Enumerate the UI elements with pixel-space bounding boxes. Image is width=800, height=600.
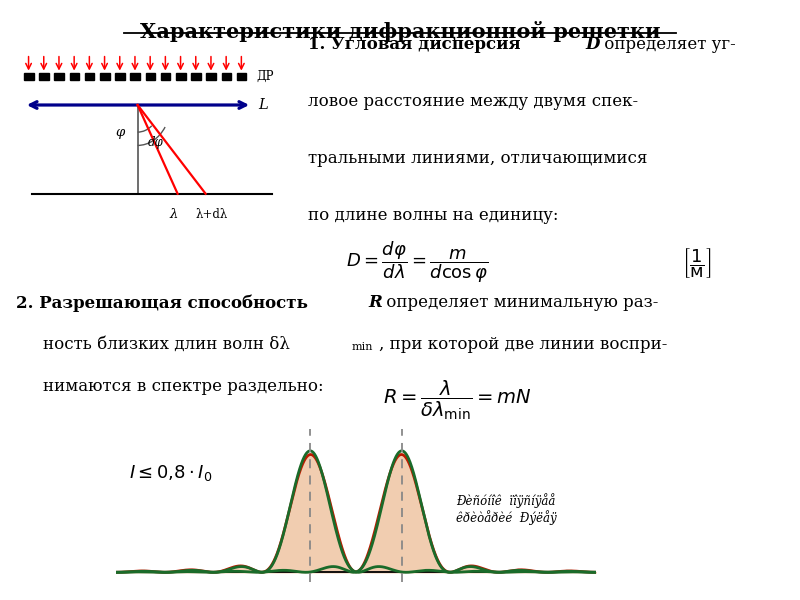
Text: ловое расстояние между двумя спек-: ловое расстояние между двумя спек- <box>308 93 638 110</box>
Bar <box>85 73 94 80</box>
Text: D: D <box>586 36 600 53</box>
Text: по длине волны на единицу:: по длине волны на единицу: <box>308 208 558 224</box>
Bar <box>70 73 79 80</box>
Text: , при которой две линии воспри-: , при которой две линии воспри- <box>379 336 667 353</box>
Text: Ðèñóíîê  ïîÿñíÿåå
êðèòåðèé  Ðýëåÿ: Ðèñóíîê ïîÿñíÿåå êðèòåðèé Ðýëåÿ <box>456 493 557 525</box>
Text: $D = \dfrac{d\varphi}{d\lambda} = \dfrac{m}{d\cos\varphi}$: $D = \dfrac{d\varphi}{d\lambda} = \dfrac… <box>346 239 489 286</box>
Bar <box>237 73 246 80</box>
Text: L: L <box>258 98 268 112</box>
Bar <box>39 73 49 80</box>
Text: $\left[\dfrac{1}{\text{м}}\right]$: $\left[\dfrac{1}{\text{м}}\right]$ <box>682 245 711 280</box>
Bar <box>115 73 125 80</box>
Text: λ: λ <box>170 208 178 221</box>
Text: dφ: dφ <box>147 136 163 149</box>
Bar <box>100 73 110 80</box>
Bar <box>222 73 231 80</box>
Text: ДР: ДР <box>256 70 274 83</box>
Text: Характеристики дифракционной решетки: Характеристики дифракционной решетки <box>140 21 660 42</box>
Bar <box>146 73 155 80</box>
Text: определяет минимальную раз-: определяет минимальную раз- <box>381 294 658 311</box>
Text: 2. Разрешающая способность: 2. Разрешающая способность <box>16 294 314 311</box>
Text: φ: φ <box>115 126 125 139</box>
Text: R: R <box>368 294 382 311</box>
Bar <box>191 73 201 80</box>
Text: $R = \dfrac{\lambda}{\delta\lambda_{\mathrm{min}}} = mN$: $R = \dfrac{\lambda}{\delta\lambda_{\mat… <box>383 379 532 422</box>
Text: определяет уг-: определяет уг- <box>599 36 736 53</box>
Bar <box>161 73 170 80</box>
Text: 1. Угловая дисперсия: 1. Угловая дисперсия <box>308 36 526 53</box>
Text: $I \leq 0{,}8 \cdot I_0$: $I \leq 0{,}8 \cdot I_0$ <box>129 463 212 483</box>
Text: min: min <box>352 343 374 352</box>
Bar <box>130 73 140 80</box>
Bar <box>176 73 186 80</box>
Bar <box>24 73 34 80</box>
Bar <box>206 73 216 80</box>
Text: ность близких длин волн δλ: ность близких длин волн δλ <box>43 336 290 353</box>
Bar <box>54 73 64 80</box>
Text: λ+dλ: λ+dλ <box>196 208 228 221</box>
Text: нимаются в спектре раздельно:: нимаются в спектре раздельно: <box>43 378 324 395</box>
Text: тральными линиями, отличающимися: тральными линиями, отличающимися <box>308 150 647 167</box>
